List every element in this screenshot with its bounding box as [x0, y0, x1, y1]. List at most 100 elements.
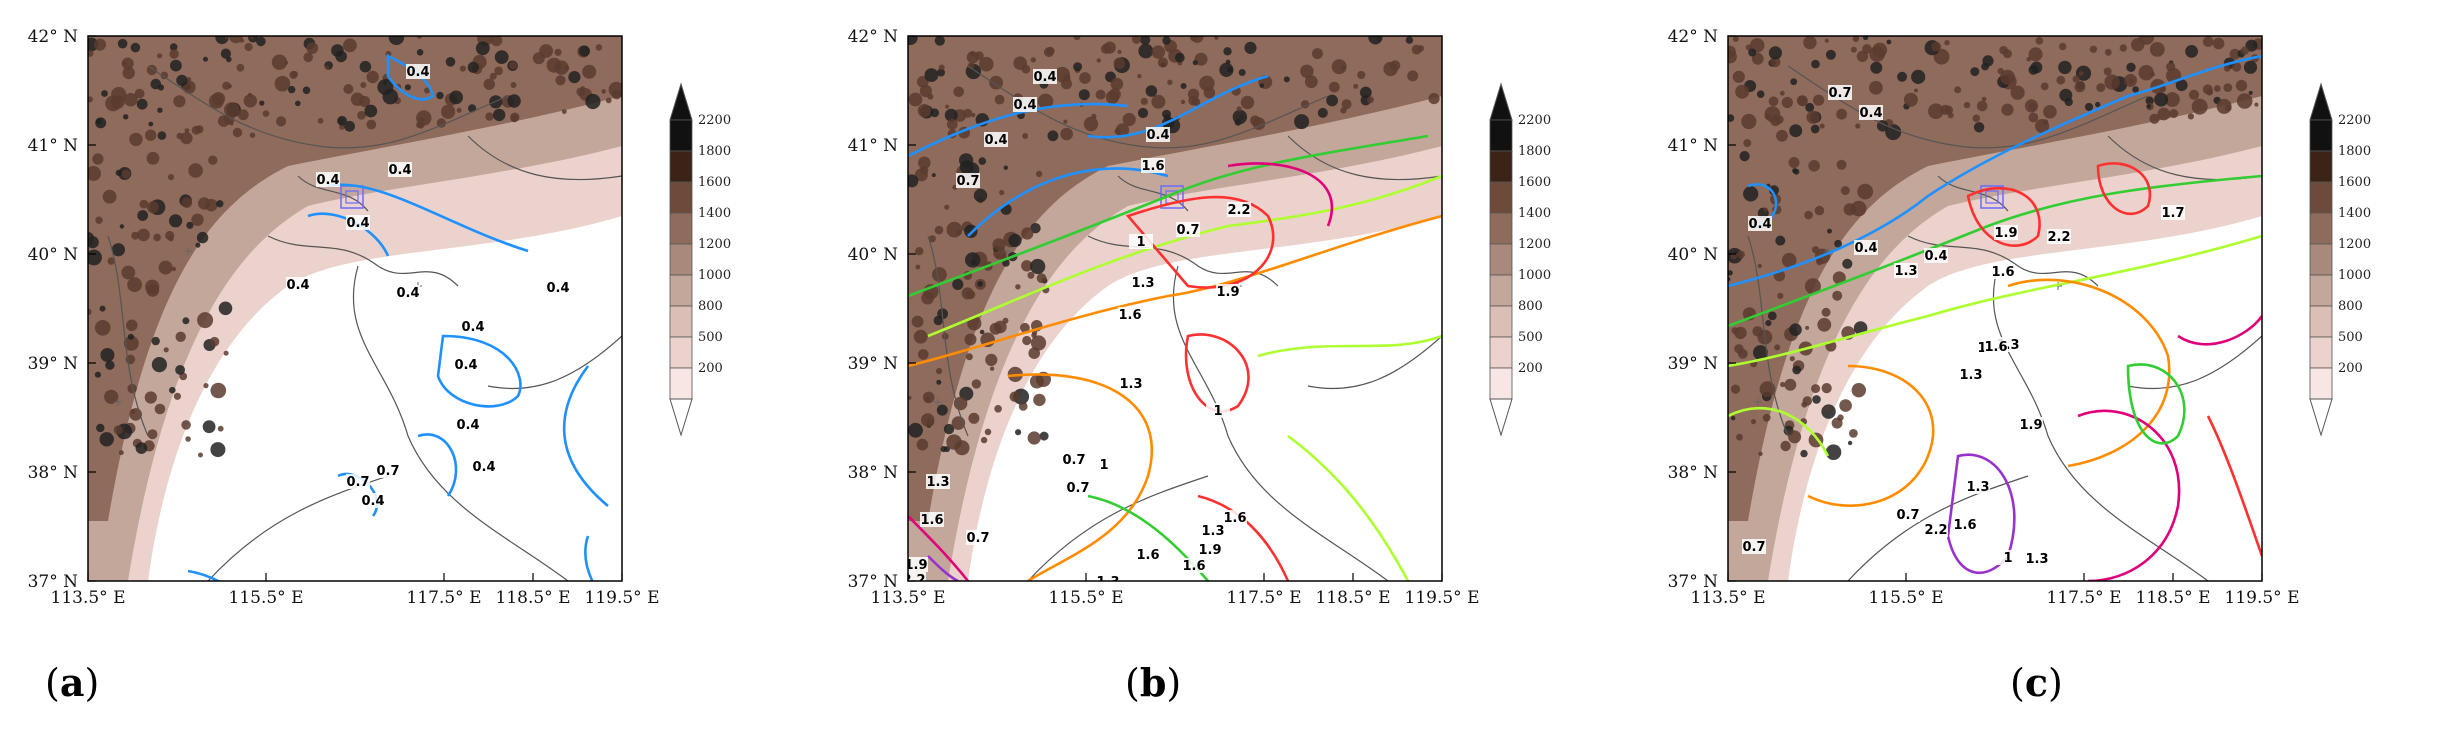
contour-label-bg	[1140, 582, 1164, 597]
province-boundary	[147, 65, 509, 149]
map-area-b: 0.40.40.40.70.41.60.72.211.31.61.91.310.…	[908, 36, 1442, 600]
contour-line	[927, 555, 959, 581]
station-marker	[934, 398, 942, 406]
contour-label: 1.6	[920, 513, 943, 528]
colorbar-segment	[1489, 243, 1513, 276]
contour-label-bg	[1829, 609, 1853, 624]
city-box	[1160, 185, 1184, 209]
map-svg-b: 0.40.40.40.70.41.60.72.211.31.61.91.310.…	[848, 27, 1552, 608]
contour-label: 1.9	[2019, 418, 2042, 433]
contour-label: 1.6	[1991, 265, 2014, 280]
contour-line	[417, 433, 458, 497]
contour-label: 0.4	[1854, 241, 1877, 256]
terrain-high	[908, 36, 1442, 521]
contour-line	[908, 102, 1129, 158]
lat-label: 41° N	[1668, 136, 1719, 156]
contour-label-bg	[1013, 97, 1037, 112]
lat-label: 38° N	[28, 463, 79, 483]
contour-label: 0.4	[461, 320, 484, 335]
colorbar-segment	[669, 119, 693, 152]
contour-label: 0.4	[1033, 70, 1056, 85]
contour-label: 1.9	[1152, 585, 1175, 600]
contour-label-bg	[1742, 539, 1766, 554]
contour-label-bg	[2019, 417, 2043, 432]
contour-line	[1227, 162, 1334, 227]
colorbar-segment	[1489, 181, 1513, 214]
contour-label-bg	[472, 459, 496, 474]
contour-label: 1.9	[1994, 226, 2017, 241]
contour-label: 0.4	[346, 216, 369, 231]
contour-label-bg	[1198, 542, 1222, 557]
contour-label: 0.7	[346, 475, 369, 490]
province-boundary	[1117, 175, 1189, 212]
colorbar-tick-label: 500	[698, 330, 723, 345]
colorbar-segment	[1489, 119, 1513, 152]
colorbar-tick-label: 1600	[1518, 175, 1551, 190]
contour-label-bg	[1924, 522, 1948, 537]
contour-label: 1.6	[1136, 548, 1159, 563]
colorbar-segment	[2309, 367, 2333, 400]
colorbar-segment	[669, 181, 693, 214]
colorbar-tick-label: 1400	[698, 206, 731, 221]
colorbar-bottom-arrow	[669, 398, 693, 437]
lat-label: 39° N	[1668, 354, 1719, 374]
lat-label: 37° N	[1668, 572, 1719, 592]
colorbar-segment	[1489, 367, 1513, 400]
contour-label: 0.7	[1829, 610, 1852, 625]
contour-label: 1	[2003, 551, 2012, 566]
colorbar-tick-label: 1800	[1518, 144, 1551, 159]
contour-label-bg	[346, 474, 370, 489]
contour-label-bg	[1924, 248, 1948, 263]
colorbar-tick-label: 2200	[698, 113, 731, 128]
contour-label: 1.6	[1141, 159, 1164, 174]
contour-label-bg	[926, 474, 950, 489]
province-boundary	[1172, 265, 1389, 581]
contour-label: 1.3	[1131, 276, 1154, 291]
lat-label: 39° N	[848, 354, 899, 374]
province-boundary	[267, 235, 459, 287]
contour-label: 0.4	[1748, 217, 1771, 232]
contour-label-bg	[1066, 480, 1090, 495]
station-marker	[114, 398, 122, 406]
contour-label: 1.3	[1140, 583, 1163, 598]
contour-label-bg	[908, 557, 928, 572]
colorbar-top-arrow	[1489, 82, 1513, 121]
city-box-inner	[1985, 190, 1999, 204]
contour-label-bg	[1118, 307, 1142, 322]
colorbar-segment	[669, 305, 693, 338]
contour-line	[2177, 315, 2262, 346]
lat-label: 40° N	[28, 245, 79, 265]
contour-label-bg	[388, 162, 412, 177]
contour-label-bg	[461, 319, 485, 334]
colorbar-segment	[2309, 336, 2333, 369]
lat-label: 38° N	[848, 463, 899, 483]
contour-label: 1.3	[1959, 368, 1982, 383]
city-box-inner	[345, 190, 359, 204]
contour-label-bg	[361, 493, 385, 508]
contour-label-bg	[1129, 234, 1153, 249]
contour-label: 0.7	[1062, 453, 1085, 468]
contour-label: 1.3	[2025, 552, 2048, 567]
contour-label: 1	[1977, 341, 1986, 356]
lat-label: 37° N	[848, 572, 899, 592]
contour-label: 0.7	[1896, 508, 1919, 523]
lon-label: 115.5° E	[229, 588, 304, 608]
map-svg-a: 0.4 0.4 0.4 0.4 0.4 0.4 0.4 0.4 0.4 0.4 0.4 0.7 0.7 0…	[28, 27, 732, 608]
colorbar-segment	[1489, 336, 1513, 369]
contour-label: 0.7	[1066, 481, 1089, 496]
lat-label: 42° N	[1668, 27, 1719, 47]
contour-line	[1728, 406, 1830, 457]
station-marker	[184, 247, 192, 255]
contour-label-bg	[1996, 550, 2020, 565]
contour-label-bg	[1092, 457, 1116, 472]
caption-a: (a)	[45, 660, 100, 705]
lon-label: 118.5° E	[2136, 588, 2211, 608]
colorbar-tick-label: 1000	[698, 268, 731, 283]
contour-label: 0.7	[1176, 223, 1199, 238]
province-boundary	[487, 335, 622, 390]
colorbar-tick-label: 1800	[698, 144, 731, 159]
province-boundary	[1307, 335, 1442, 390]
colorbar-bottom-arrow	[2309, 398, 2333, 437]
lon-label: 119.5° E	[585, 588, 660, 608]
contour-label-bg	[316, 172, 340, 187]
